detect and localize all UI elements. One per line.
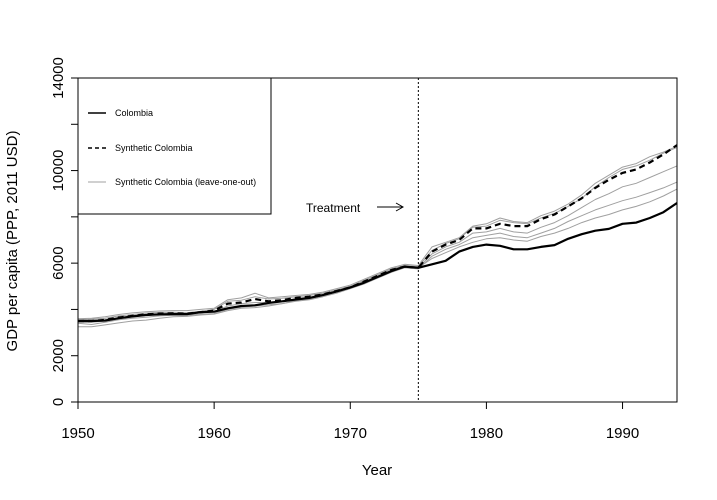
y-tick-label: 6000: [50, 246, 67, 279]
legend-label-loo: Synthetic Colombia (leave-one-out): [115, 177, 256, 187]
x-axis-label: Year: [362, 462, 392, 479]
y-tick-label: 10000: [50, 150, 67, 192]
treatment-annotation: Treatment: [306, 201, 361, 215]
legend-label-synthetic: Synthetic Colombia: [115, 143, 193, 153]
series-leave-one-out-5: [77, 145, 678, 320]
x-tick-label: 1980: [470, 425, 503, 442]
x-tick-label: 1970: [334, 425, 367, 442]
y-axis-label: GDP per capita (PPP, 2011 USD): [4, 131, 21, 352]
x-tick-label: 1950: [61, 425, 94, 442]
series-synthetic-colombia: [78, 144, 678, 323]
legend-box: [77, 77, 272, 215]
series-leave-one-out-2: [77, 181, 678, 325]
y-tick-label: 0: [50, 398, 67, 406]
y-tick-label: 14000: [50, 57, 67, 99]
series-group: [77, 144, 678, 328]
axes: 1950 1960 1970 1980 1990 0 2000 6000 10000 14000: [50, 57, 639, 442]
x-tick-label: 1960: [197, 425, 230, 442]
legend-label-colombia: Colombia: [115, 108, 153, 118]
legend: Colombia Synthetic Colombia Synthetic Co…: [77, 77, 272, 215]
treatment-arrow: [377, 202, 405, 212]
plot-frame: [77, 77, 678, 403]
x-tick-label: 1990: [606, 425, 639, 442]
y-tick-label: 2000: [50, 339, 67, 372]
